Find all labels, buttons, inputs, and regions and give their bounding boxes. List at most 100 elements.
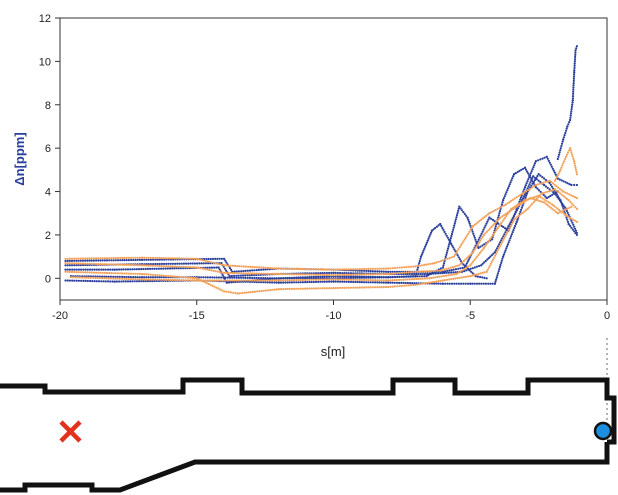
data-point bbox=[363, 276, 366, 279]
data-point bbox=[510, 199, 513, 202]
data-point bbox=[124, 268, 127, 271]
data-point bbox=[553, 209, 556, 212]
data-point bbox=[546, 180, 549, 183]
data-point bbox=[217, 279, 220, 282]
data-point bbox=[557, 195, 560, 198]
data-point bbox=[400, 281, 403, 284]
data-point bbox=[225, 264, 228, 267]
data-point bbox=[462, 263, 465, 266]
data-point bbox=[515, 209, 519, 212]
data-point bbox=[449, 237, 452, 240]
data-point bbox=[380, 270, 383, 273]
data-point bbox=[168, 267, 172, 270]
data-point bbox=[499, 244, 502, 247]
data-point bbox=[454, 218, 457, 221]
data-point bbox=[502, 197, 505, 200]
data-point bbox=[478, 241, 481, 244]
data-point bbox=[570, 105, 574, 108]
data-point bbox=[548, 161, 551, 164]
data-point bbox=[330, 278, 333, 281]
data-point bbox=[224, 259, 227, 262]
data-point bbox=[240, 276, 243, 279]
data-point bbox=[509, 221, 512, 224]
data-point bbox=[505, 232, 508, 235]
data-point bbox=[563, 160, 566, 163]
data-point bbox=[563, 134, 566, 137]
data-point bbox=[555, 189, 558, 192]
data-point bbox=[405, 275, 408, 278]
source-x-icon bbox=[59, 420, 82, 443]
data-point bbox=[82, 268, 85, 271]
data-point bbox=[540, 182, 543, 185]
data-point bbox=[558, 178, 561, 181]
data-point bbox=[152, 258, 155, 261]
data-point bbox=[116, 256, 120, 260]
data-point bbox=[569, 200, 572, 204]
data-point bbox=[86, 271, 89, 274]
data-point bbox=[330, 271, 333, 274]
data-point bbox=[521, 200, 525, 203]
data-point bbox=[445, 251, 448, 254]
data-point bbox=[288, 281, 291, 284]
data-point bbox=[197, 266, 200, 269]
data-point bbox=[432, 269, 435, 273]
data-point bbox=[470, 262, 473, 265]
data-point bbox=[504, 234, 507, 237]
data-point bbox=[429, 281, 432, 284]
data-point bbox=[88, 262, 91, 265]
data-point bbox=[429, 272, 432, 276]
data-point bbox=[360, 268, 363, 271]
data-point bbox=[440, 224, 443, 228]
data-point bbox=[288, 267, 291, 270]
data-point bbox=[468, 254, 471, 257]
data-point bbox=[495, 252, 498, 255]
data-point bbox=[549, 183, 552, 186]
data-point bbox=[213, 279, 216, 282]
data-point bbox=[447, 271, 450, 274]
data-point bbox=[549, 194, 552, 197]
data-point bbox=[573, 60, 577, 63]
data-point bbox=[354, 278, 357, 281]
data-point bbox=[463, 238, 466, 241]
data-point bbox=[478, 219, 481, 223]
data-point bbox=[260, 281, 263, 284]
data-point bbox=[246, 276, 249, 279]
data-point bbox=[258, 266, 261, 269]
data-point bbox=[420, 264, 423, 267]
data-point bbox=[336, 286, 339, 290]
data-point bbox=[500, 203, 503, 206]
data-point bbox=[68, 268, 71, 271]
data-point bbox=[514, 217, 517, 220]
data-point bbox=[526, 180, 529, 183]
data-point bbox=[454, 268, 458, 271]
data-point bbox=[187, 262, 190, 265]
data-point bbox=[546, 186, 549, 189]
data-point bbox=[73, 268, 76, 271]
data-point bbox=[228, 267, 232, 270]
data-point bbox=[437, 260, 440, 263]
data-point bbox=[483, 243, 486, 246]
data-point bbox=[147, 256, 150, 259]
data-point bbox=[402, 281, 405, 284]
data-point bbox=[367, 276, 370, 279]
data-point bbox=[356, 278, 359, 281]
data-point bbox=[132, 276, 135, 279]
data-point bbox=[271, 277, 274, 280]
data-point bbox=[277, 277, 280, 280]
data-point bbox=[247, 272, 250, 275]
data-point bbox=[268, 266, 272, 270]
data-point bbox=[501, 237, 504, 240]
data-point bbox=[444, 232, 447, 235]
data-point bbox=[210, 261, 213, 264]
data-point bbox=[185, 262, 188, 265]
data-point bbox=[551, 203, 554, 206]
data-point bbox=[301, 273, 304, 276]
data-point bbox=[299, 278, 302, 282]
data-point bbox=[460, 276, 463, 279]
series-orange-6 bbox=[64, 179, 579, 271]
series-layer bbox=[64, 45, 579, 295]
data-point bbox=[565, 197, 569, 200]
data-point bbox=[490, 211, 493, 214]
data-point bbox=[125, 275, 128, 279]
